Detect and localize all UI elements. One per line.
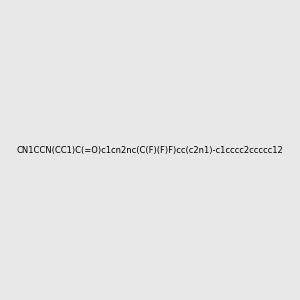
Text: CN1CCN(CC1)C(=O)c1cn2nc(C(F)(F)F)cc(c2n1)-c1cccc2ccccc12: CN1CCN(CC1)C(=O)c1cn2nc(C(F)(F)F)cc(c2n1…: [16, 146, 283, 154]
